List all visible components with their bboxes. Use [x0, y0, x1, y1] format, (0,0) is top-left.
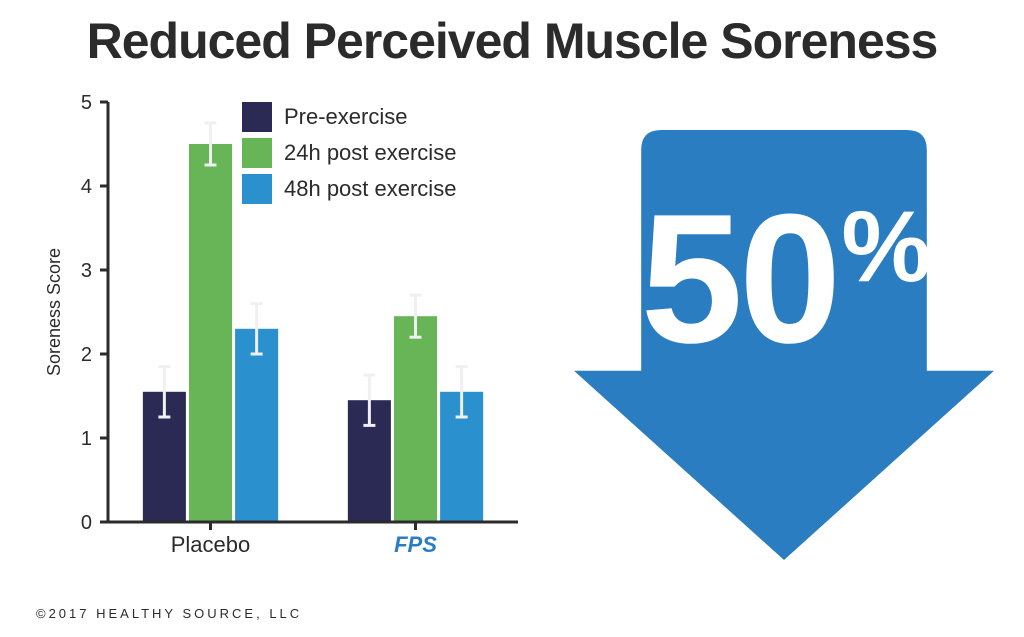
y-axis-label: Soreness Score	[44, 248, 64, 376]
legend-swatch	[242, 102, 272, 132]
bar	[235, 329, 278, 522]
arrow-number: 50	[641, 175, 838, 381]
ytick-label: 4	[81, 176, 92, 198]
chart-legend: Pre-exercise 24h post exercise 48h post ex…	[242, 102, 456, 210]
legend-label: 48h post exercise	[284, 176, 456, 202]
reduction-percent: 50%	[574, 186, 994, 370]
arrow-percent-sign: %	[841, 190, 927, 303]
bar	[394, 316, 437, 522]
legend-item: 24h post exercise	[242, 138, 456, 168]
legend-label: Pre-exercise	[284, 104, 407, 130]
legend-swatch	[242, 174, 272, 204]
category-label: Placebo	[171, 532, 251, 557]
reduction-arrow: 50%	[574, 130, 994, 560]
legend-label: 24h post exercise	[284, 140, 456, 166]
legend-item: Pre-exercise	[242, 102, 456, 132]
ytick-label: 0	[81, 512, 92, 534]
legend-swatch	[242, 138, 272, 168]
bar	[189, 144, 232, 522]
ytick-label: 3	[81, 260, 92, 282]
ytick-label: 5	[81, 92, 92, 114]
legend-item: 48h post exercise	[242, 174, 456, 204]
copyright-text: ©2017 HEALTHY SOURCE, LLC	[36, 606, 302, 621]
ytick-label: 1	[81, 428, 92, 450]
ytick-label: 2	[81, 344, 92, 366]
page-title: Reduced Perceived Muscle Soreness	[0, 12, 1024, 70]
category-label: FPS	[394, 532, 437, 557]
